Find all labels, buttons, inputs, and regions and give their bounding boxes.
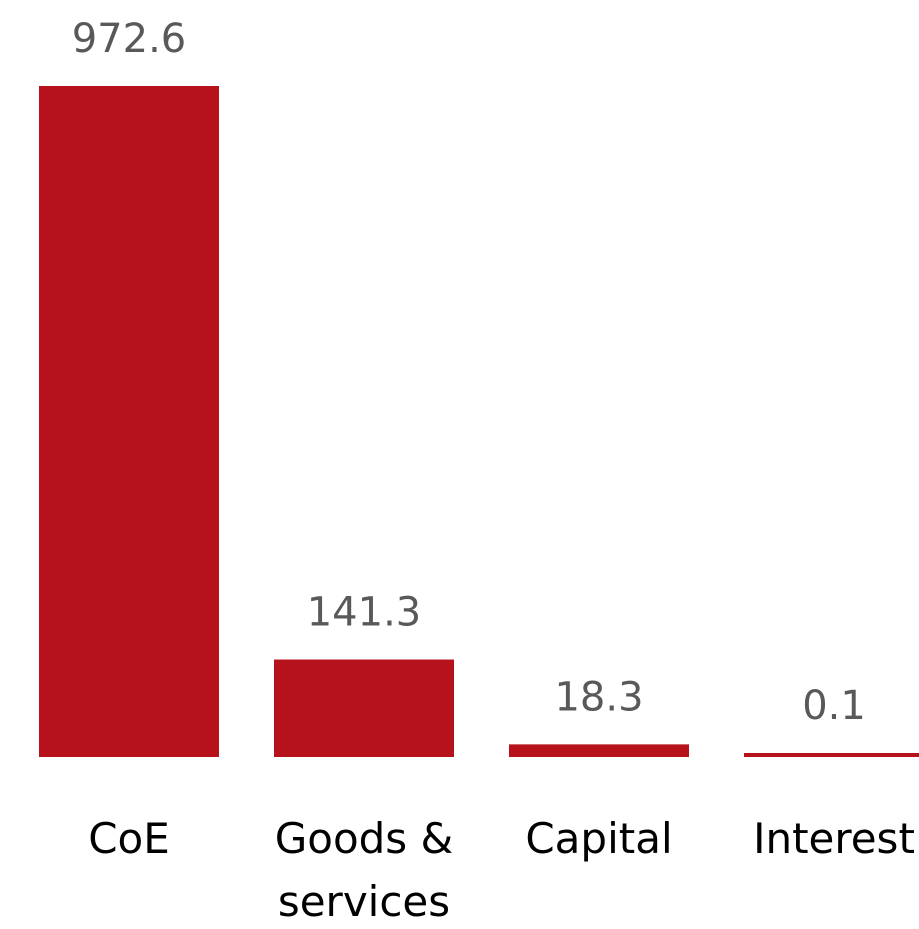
category-labels-group: CoE Goods & services Capital Interest	[88, 814, 915, 926]
value-label-3: 0.1	[802, 683, 866, 729]
bar-1	[274, 659, 454, 757]
category-label-2-line-0: Capital	[525, 814, 672, 863]
category-label-3: Interest	[753, 814, 915, 863]
value-label-1: 141.3	[307, 590, 422, 636]
bar-2	[509, 744, 689, 757]
value-labels-group: 972.6 141.3 18.3 0.1	[72, 16, 866, 729]
bar-0	[39, 86, 219, 757]
value-label-2: 18.3	[554, 674, 643, 720]
category-label-1-line-1: services	[278, 877, 450, 926]
category-label-0-line-0: CoE	[88, 814, 170, 863]
category-label-3-line-0: Interest	[753, 814, 915, 863]
value-label-0: 972.6	[72, 16, 187, 62]
category-label-0: CoE	[88, 814, 170, 863]
bars-group	[39, 86, 919, 757]
category-label-1: Goods & services	[275, 814, 454, 926]
category-label-1-line-0: Goods &	[275, 814, 454, 863]
bar-3	[744, 753, 919, 757]
category-label-2: Capital	[525, 814, 672, 863]
